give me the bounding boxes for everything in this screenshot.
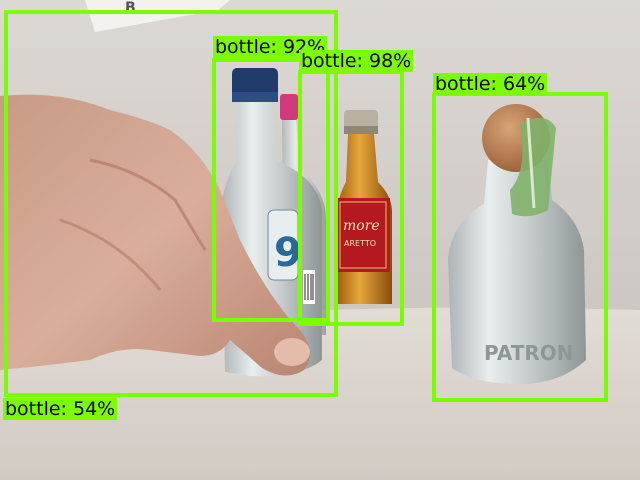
amaretto-bottle: more ARETTO xyxy=(336,110,392,304)
vodka-number-text: 9 xyxy=(274,230,302,276)
detection-box-bottle-3 xyxy=(298,70,404,326)
svg-text:B: B xyxy=(125,0,136,16)
amaretto-brand-text: more xyxy=(343,218,380,234)
amaretto-sub-text: ARETTO xyxy=(344,239,376,248)
tequila-bottle-with-cork: PATRON xyxy=(448,104,586,384)
white-card: B xyxy=(85,0,230,32)
tequila-emboss-text: PATRON xyxy=(484,341,574,365)
detection-label-bottle-1: bottle: 54% xyxy=(3,398,118,420)
detection-box-bottle-1 xyxy=(4,10,338,397)
hand xyxy=(0,94,311,376)
detection-label-bottle-3: bottle: 98% xyxy=(299,50,414,72)
detection-box-bottle-2 xyxy=(212,58,330,322)
detection-box-bottle-4 xyxy=(432,92,608,402)
detection-label-bottle-2: bottle: 92% xyxy=(213,36,328,58)
detection-label-bottle-4: bottle: 64% xyxy=(433,73,548,95)
